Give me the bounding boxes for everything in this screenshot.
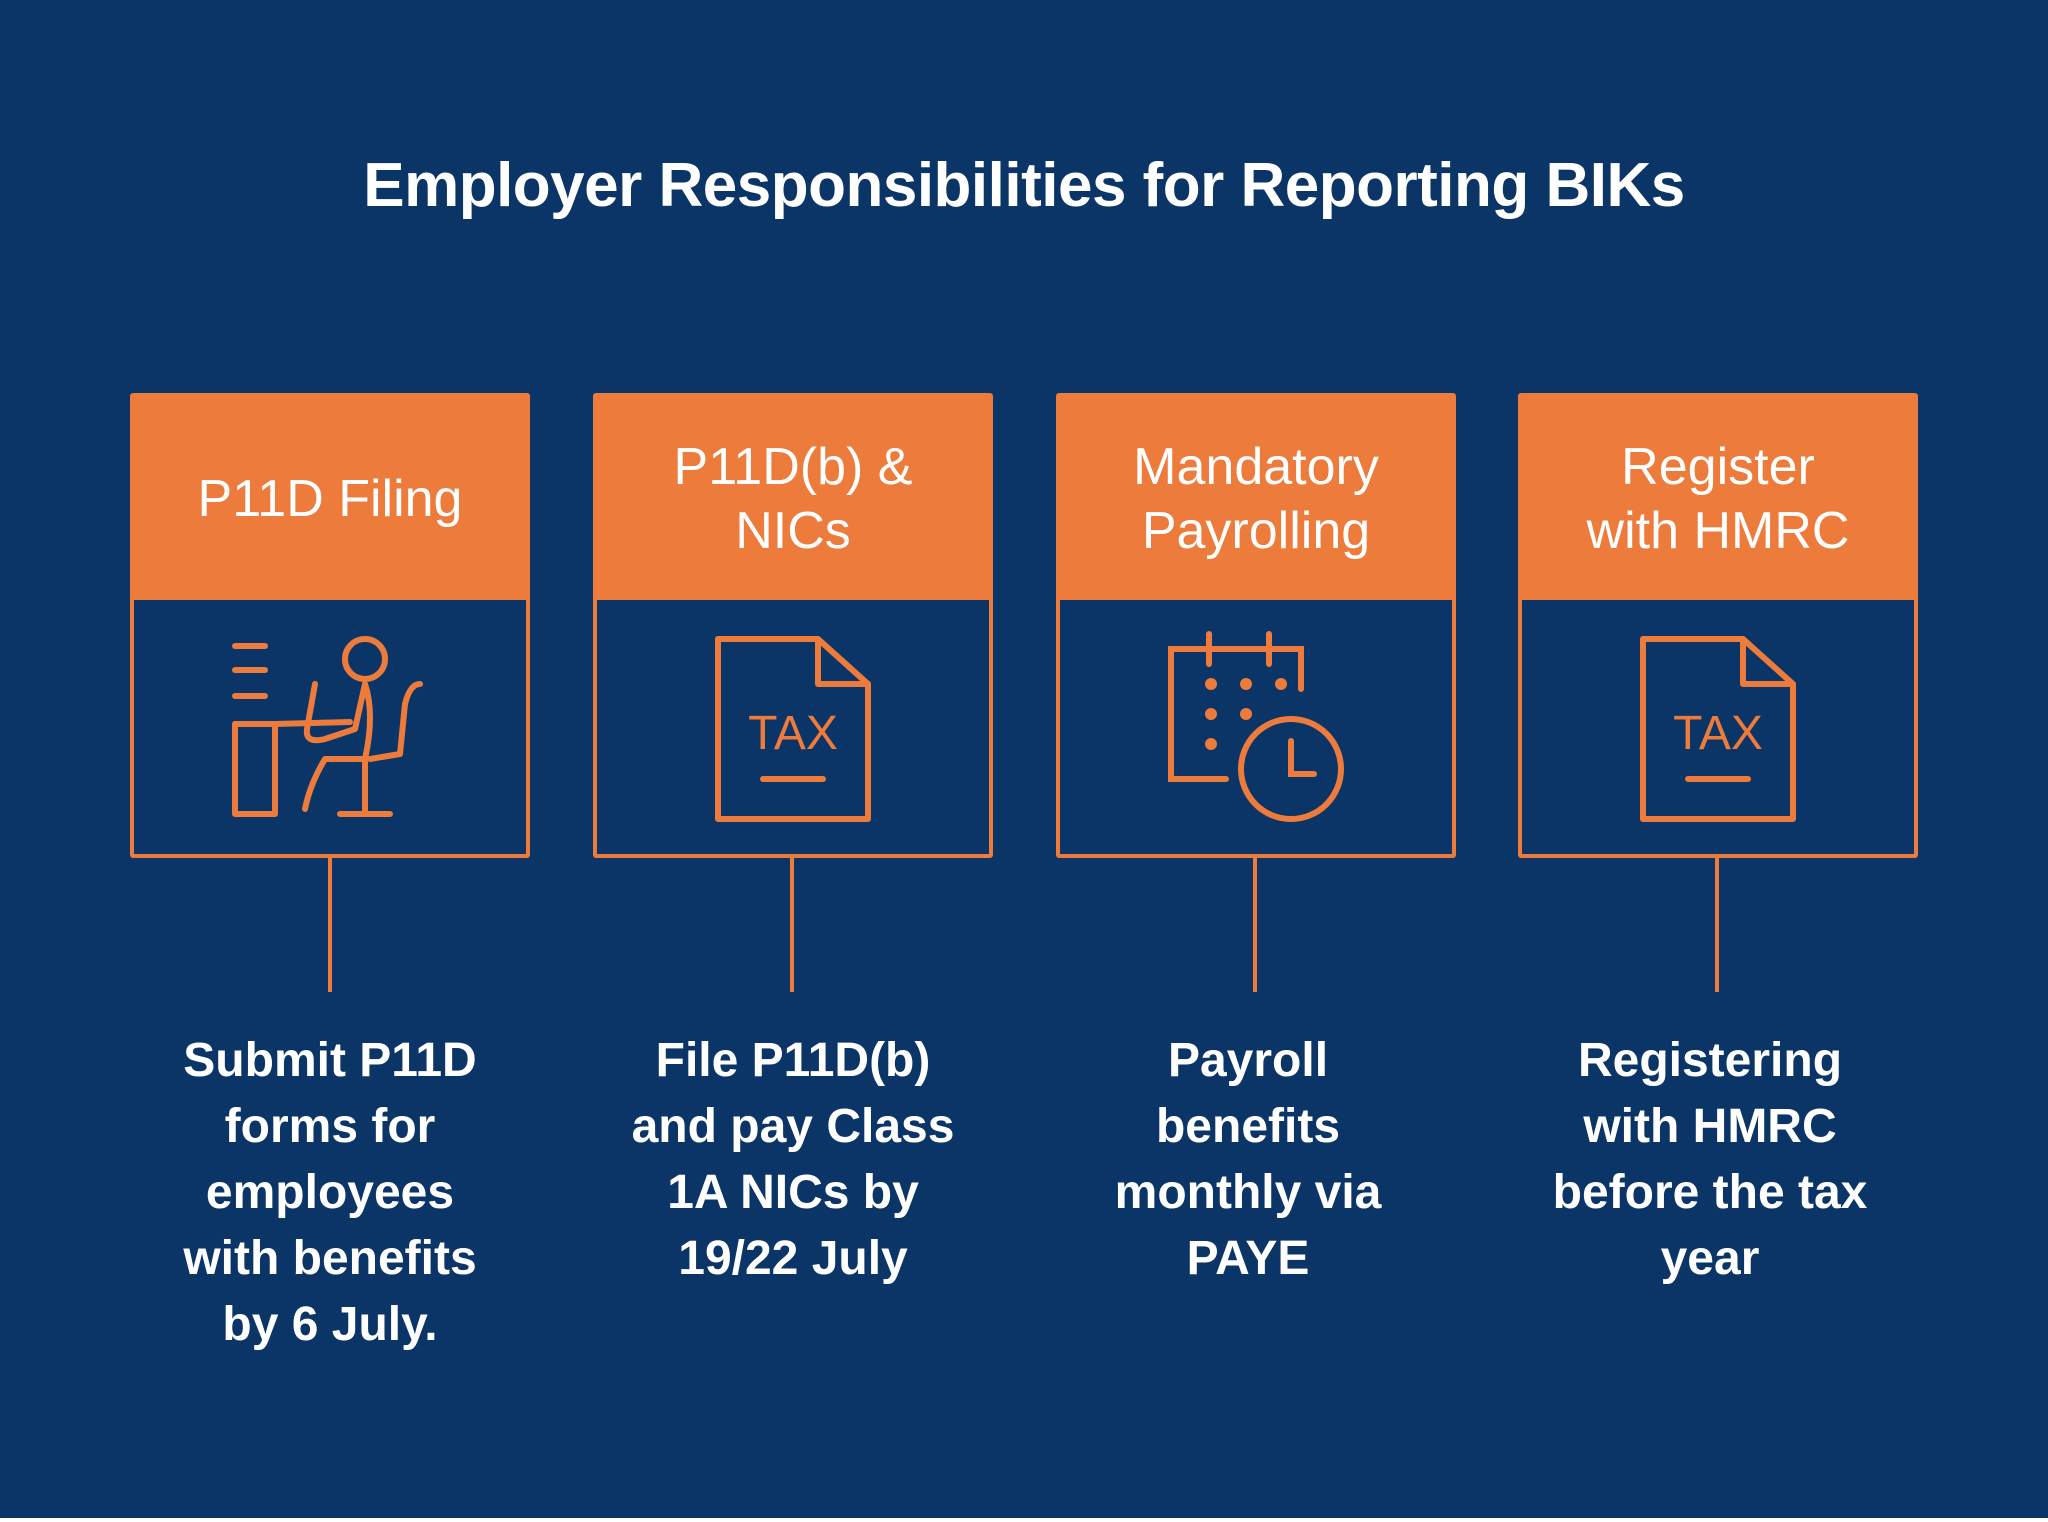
connector-line (1715, 858, 1719, 992)
connector-line (1253, 858, 1257, 992)
calendar-clock-icon (1060, 600, 1452, 858)
card-p11db-nics: P11D(b) & NICs TAX (593, 393, 993, 858)
person-at-desk-icon (134, 600, 526, 858)
tax-document-icon: TAX (1522, 600, 1914, 858)
card-p11d-filing: P11D Filing (130, 393, 530, 858)
svg-text:TAX: TAX (1673, 707, 1763, 760)
card-description: Registering with HMRC before the tax year (1552, 1034, 1868, 1285)
card-heading-line: P11D Filing (197, 469, 463, 528)
card-description: Payroll benefits monthly via PAYE (1114, 1034, 1382, 1285)
card-heading: Mandatory Payrolling (1060, 397, 1452, 600)
card-register-hmrc: Register with HMRC TAX (1518, 393, 1918, 858)
connector-line (790, 858, 794, 992)
page-title: Employer Responsibilities for Reporting … (363, 151, 1685, 220)
card-heading: Register with HMRC (1522, 397, 1914, 600)
card-description: Submit P11D forms for employees with benefi… (183, 1034, 477, 1351)
tax-document-icon: TAX (597, 600, 989, 858)
connector-line (328, 858, 332, 992)
card-mandatory-payrolling: Mandatory Payrolling (1056, 393, 1456, 858)
svg-text:TAX: TAX (748, 707, 838, 760)
card-description: File P11D(b) and pay Class 1A NICs by 19/22… (631, 1034, 955, 1285)
card-heading: P11D Filing (134, 397, 526, 600)
card-heading: P11D(b) & NICs (597, 397, 989, 600)
